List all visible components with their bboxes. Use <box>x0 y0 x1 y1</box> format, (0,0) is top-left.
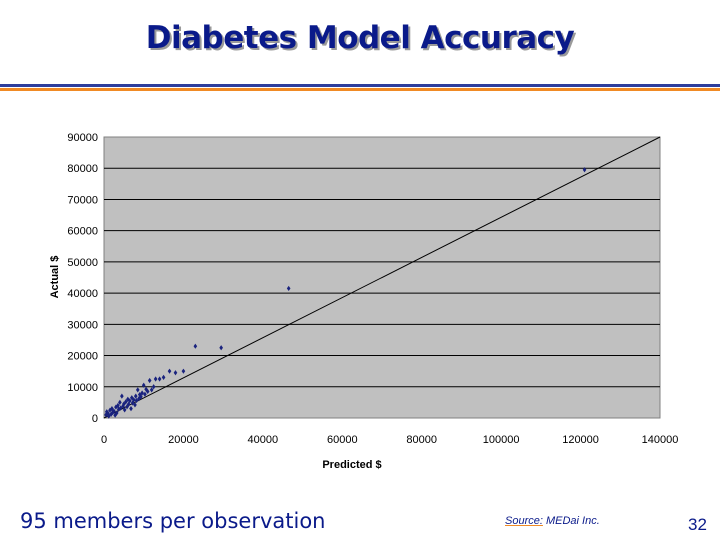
data-point <box>135 387 140 393</box>
source-name: MEDai Inc. <box>545 515 600 527</box>
source-label: Source: <box>505 515 543 527</box>
data-point <box>104 412 108 418</box>
data-point <box>108 407 112 413</box>
x-tick-label: 40000 <box>248 434 279 446</box>
data-point <box>181 368 186 374</box>
data-point <box>286 285 291 292</box>
y-tick-label: 30000 <box>67 319 98 331</box>
data-point <box>118 399 122 405</box>
x-axis-ticks: 0 20000 40000 60000 80000 100000 120000 140000 <box>101 434 678 446</box>
y-tick-label: 90000 <box>67 132 98 144</box>
x-tick-label: 20000 <box>168 434 199 446</box>
data-point <box>129 406 133 412</box>
gridlines <box>104 167 660 388</box>
data-point <box>122 407 127 413</box>
data-point <box>133 393 138 399</box>
data-point <box>125 404 129 410</box>
x-tick-label: 120000 <box>562 434 599 446</box>
data-point <box>145 388 150 395</box>
data-point <box>116 402 120 409</box>
x-tick-label: 80000 <box>406 434 437 446</box>
data-point <box>116 406 121 412</box>
y-tick-label: 0 <box>92 413 98 425</box>
y-tick-label: 20000 <box>67 351 98 363</box>
data-point <box>109 411 113 417</box>
data-point <box>140 390 144 396</box>
data-point <box>143 391 147 397</box>
data-point <box>114 410 119 416</box>
data-point <box>139 394 143 400</box>
data-point <box>114 404 118 410</box>
title-rule-orange <box>0 88 720 91</box>
y-tick-label: 80000 <box>67 163 98 175</box>
y-tick-label: 10000 <box>67 382 98 394</box>
x-axis-label: Predicted $ <box>322 459 381 471</box>
data-point <box>157 376 162 382</box>
data-point <box>167 368 172 374</box>
data-point <box>153 376 158 382</box>
y-tick-label: 70000 <box>67 194 98 206</box>
data-point <box>120 393 124 399</box>
data-point <box>582 167 587 173</box>
y-axis-ticks: 0 10000 20000 30000 40000 50000 60000 70000 8000… <box>67 132 98 425</box>
x-tick-label: 0 <box>101 434 107 446</box>
data-point <box>124 399 128 405</box>
data-points <box>104 167 587 419</box>
data-point <box>110 406 114 412</box>
data-point <box>151 384 156 390</box>
data-point <box>118 405 123 411</box>
x-tick-label: 100000 <box>483 434 520 446</box>
data-point <box>106 413 111 419</box>
x-tick-label: 140000 <box>642 434 679 446</box>
y-axis-label: Actual $ <box>49 256 61 299</box>
footer-note: 95 members per observation <box>20 509 326 533</box>
data-point <box>173 370 178 376</box>
data-point <box>133 402 137 408</box>
data-point <box>144 386 148 392</box>
y-tick-label: 50000 <box>67 257 98 269</box>
data-point <box>134 397 139 404</box>
y-tick-label: 40000 <box>67 288 98 300</box>
data-point <box>127 398 132 404</box>
source-credit: Source: MEDai Inc. <box>505 515 600 527</box>
data-point <box>149 387 154 393</box>
data-point <box>161 374 166 381</box>
slide-title: Diabetes Model Accuracy <box>145 20 575 56</box>
data-point <box>122 401 126 407</box>
reference-line <box>103 136 661 419</box>
data-point <box>112 408 116 414</box>
title-rule-blue <box>0 84 720 87</box>
data-point <box>131 397 136 403</box>
data-point <box>193 343 198 349</box>
page-number: 32 <box>688 515 707 534</box>
data-point <box>147 377 152 384</box>
data-point <box>130 400 135 406</box>
x-tick-label: 60000 <box>327 434 358 446</box>
data-point <box>219 345 223 351</box>
data-point <box>141 382 146 388</box>
y-tick-label: 60000 <box>67 226 98 238</box>
